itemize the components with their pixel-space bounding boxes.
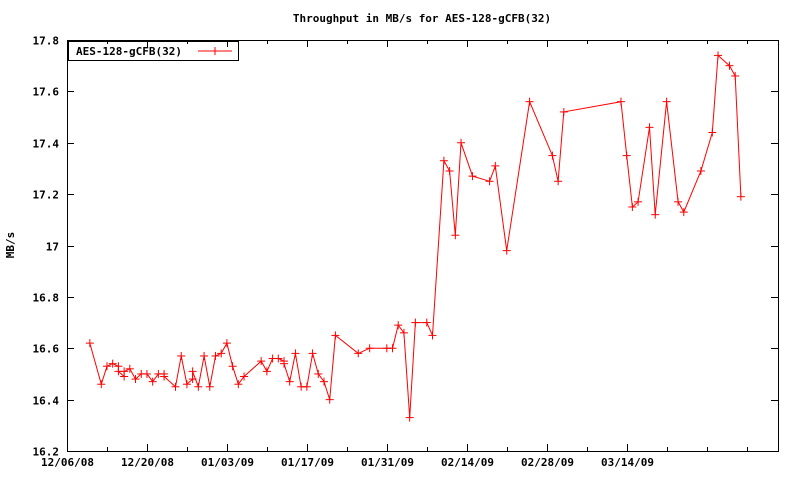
y-tick-label: 17.6 [33,86,60,99]
x-tick-label: 01/03/09 [201,456,254,469]
y-tick-label: 16.4 [33,395,60,408]
axes: 16.2 16.4 16.6 16.8 17 17.2 17.4 17.6 17.8 12/06/… [33,35,779,469]
chart-title: Throughput in MB/s for AES-128-gCFB(32) [293,12,551,25]
legend-label: AES-128-gCFB(32) [76,45,182,58]
x-tick-label: 12/20/08 [121,456,174,469]
y-tick-label: 17.4 [33,138,60,151]
y-tick-label: 17.8 [33,35,60,48]
legend-box [68,41,239,61]
plot-border [67,40,779,452]
x-tick-label: 12/06/08 [41,456,94,469]
data-series [85,51,745,422]
x-tick-label: 02/28/09 [521,456,574,469]
y-tick-label: 16.6 [33,343,60,356]
y-tick-label: 16.2 [33,446,60,459]
y-tick-label: 17 [46,241,59,254]
y-tick-label: 16.8 [33,292,60,305]
y-tick-label: 17.2 [33,189,60,202]
y-axis-label: MB/s [4,232,17,259]
x-tick-label: 02/14/09 [441,456,494,469]
legend: AES-128-gCFB(32) [68,41,239,61]
data-line [89,54,742,418]
x-tick-label: 01/31/09 [361,456,414,469]
x-tick-label: 01/17/09 [281,456,334,469]
legend-sample-line [198,47,232,55]
x-tick-label: 03/14/09 [601,456,654,469]
